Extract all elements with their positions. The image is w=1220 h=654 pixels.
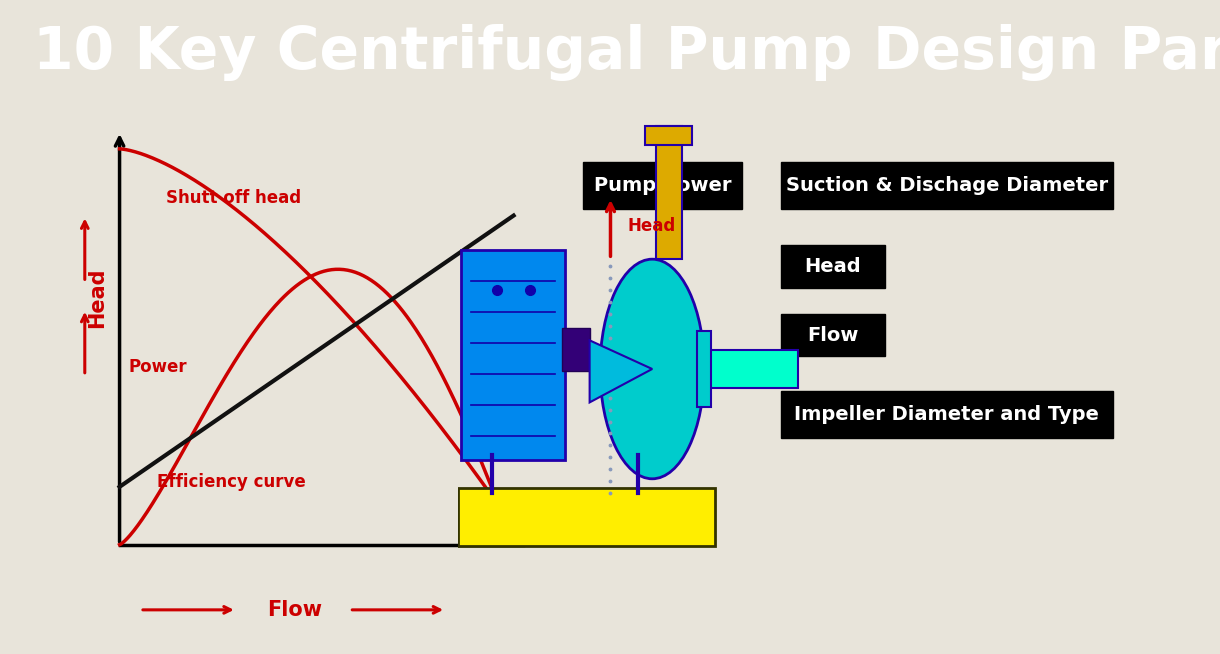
Polygon shape	[589, 340, 653, 402]
FancyBboxPatch shape	[461, 250, 565, 460]
Text: Head: Head	[88, 267, 107, 328]
Text: Efficiency curve: Efficiency curve	[156, 473, 305, 491]
Text: Shutt off head: Shutt off head	[166, 188, 301, 207]
FancyBboxPatch shape	[781, 162, 1113, 209]
FancyBboxPatch shape	[458, 489, 715, 545]
FancyBboxPatch shape	[781, 314, 884, 356]
Text: Pump Power: Pump Power	[594, 176, 731, 196]
Text: Flow: Flow	[806, 326, 859, 345]
Text: Power: Power	[129, 358, 188, 375]
Text: Head: Head	[628, 216, 676, 235]
FancyBboxPatch shape	[655, 126, 682, 259]
Text: 10 Key Centrifugal Pump Design Parameters: 10 Key Centrifugal Pump Design Parameter…	[33, 24, 1220, 81]
FancyBboxPatch shape	[698, 331, 711, 407]
Text: Head: Head	[804, 257, 861, 276]
Text: Suction & Dischage Diameter: Suction & Dischage Diameter	[786, 176, 1108, 196]
FancyBboxPatch shape	[704, 350, 798, 388]
FancyBboxPatch shape	[583, 162, 742, 209]
FancyBboxPatch shape	[781, 245, 884, 288]
FancyBboxPatch shape	[781, 391, 1113, 438]
Text: Flow: Flow	[267, 600, 322, 620]
FancyBboxPatch shape	[561, 328, 589, 371]
Text: Impeller Diameter and Type: Impeller Diameter and Type	[794, 405, 1099, 424]
Ellipse shape	[600, 259, 704, 479]
FancyBboxPatch shape	[645, 126, 692, 145]
